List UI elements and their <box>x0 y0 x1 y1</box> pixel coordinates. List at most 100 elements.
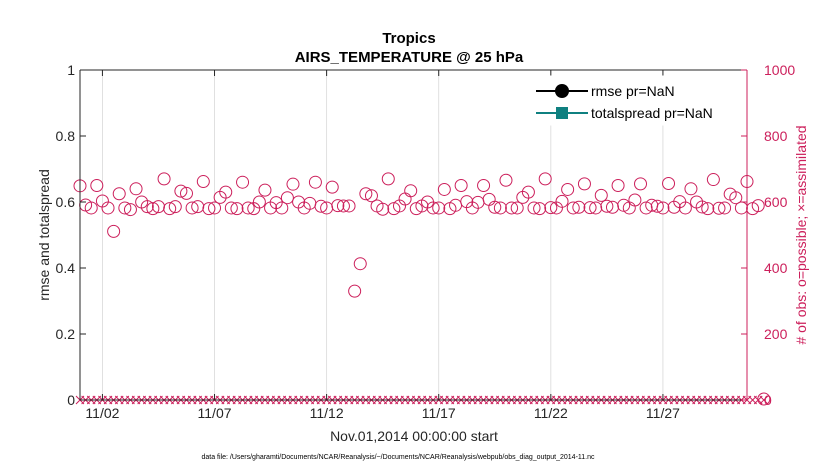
possible-obs-point <box>325 180 339 194</box>
possible-obs-point <box>577 177 591 191</box>
possible-obs-point <box>107 224 121 238</box>
possible-obs-point <box>342 199 356 213</box>
possible-obs-point <box>751 199 765 213</box>
possible-obs-point <box>712 201 726 215</box>
possible-obs-point <box>729 191 743 205</box>
left-tick-label: 0.6 <box>56 194 76 210</box>
x-axis-ticks: 11/02 11/07 11/12 11/17 11/22 11/27 <box>85 70 680 421</box>
possible-obs-point <box>202 202 216 216</box>
possible-obs-point <box>286 177 300 191</box>
possible-obs-point <box>477 179 491 192</box>
possible-obs-point <box>561 182 575 196</box>
possible-obs-point <box>84 201 98 215</box>
right-tick-label: 1000 <box>764 62 795 78</box>
possible-obs-point <box>521 185 535 199</box>
right-tick-label: 600 <box>764 194 788 210</box>
possible-obs-point <box>583 201 597 215</box>
possible-obs-point <box>359 187 373 201</box>
possible-obs-point <box>544 201 558 215</box>
right-tick-label: 200 <box>764 326 788 342</box>
right-tick-label: 400 <box>764 260 788 276</box>
chart-subtitle: AIRS_TEMPERATURE @ 25 hPa <box>295 49 524 66</box>
x-tick-label: 11/07 <box>198 405 232 421</box>
possible-obs-point <box>437 182 451 196</box>
possible-obs-point <box>656 201 670 215</box>
possible-obs-point <box>594 188 608 202</box>
x-tick-label: 11/12 <box>310 405 344 421</box>
possible-obs-point <box>454 179 468 192</box>
left-axis-label: rmse and totalspread <box>36 169 52 301</box>
possible-obs-point <box>611 179 625 192</box>
possible-obs-point <box>505 201 519 215</box>
possible-obs-point <box>208 201 222 215</box>
x-tick-label: 11/17 <box>422 405 456 421</box>
possible-obs-point <box>566 201 580 215</box>
possible-obs-point <box>376 202 390 216</box>
possible-obs-point <box>628 193 642 207</box>
legend-rmse-label: rmse pr=NaN <box>591 83 675 99</box>
possible-obs-point <box>252 195 266 209</box>
possible-obs-point <box>701 202 715 216</box>
possible-obs-point <box>538 172 552 186</box>
possible-obs-point <box>168 200 182 214</box>
possible-obs-point <box>219 185 233 199</box>
data-file-footnote: data file: /Users/gharamti/Documents/NCA… <box>201 454 595 461</box>
right-tick-label: 800 <box>764 128 788 144</box>
possible-obs-point <box>364 189 378 203</box>
possible-obs-point <box>706 173 720 187</box>
possible-obs-point <box>600 199 614 213</box>
possible-obs-point <box>258 183 272 197</box>
possible-obs-point <box>308 175 322 189</box>
x-axis-label: Nov.01,2014 00:00:00 start <box>330 428 498 444</box>
possible-obs-point <box>241 201 255 215</box>
possible-obs-series <box>73 172 771 406</box>
possible-obs-point <box>510 201 524 215</box>
possible-obs-point <box>101 201 115 215</box>
left-tick-label: 0 <box>67 392 75 408</box>
right-axis-label: # of obs: o=possible; ×=assimilated <box>793 125 809 344</box>
possible-obs-point <box>639 201 653 215</box>
possible-obs-point <box>118 201 132 215</box>
possible-obs-point <box>718 201 732 215</box>
legend-rmse-marker <box>555 84 569 98</box>
legend-totalspread-label: totalspread pr=NaN <box>591 105 713 121</box>
chart-title: Tropics <box>382 30 435 47</box>
possible-obs-point <box>230 202 244 216</box>
left-tick-label: 1 <box>67 62 75 78</box>
possible-obs-point <box>140 200 154 214</box>
possible-obs-point <box>527 201 541 215</box>
possible-obs-point <box>353 257 367 271</box>
possible-obs-point <box>90 179 104 192</box>
x-tick-label: 11/27 <box>646 405 680 421</box>
possible-obs-point <box>684 182 698 196</box>
possible-obs-point <box>499 173 513 187</box>
possible-obs-point <box>634 177 648 191</box>
possible-obs-point <box>533 202 547 216</box>
possible-obs-point <box>348 284 362 298</box>
possible-obs-point <box>432 201 446 215</box>
possible-obs-point <box>174 184 188 198</box>
possible-obs-point <box>695 200 709 214</box>
possible-obs-point <box>185 201 199 215</box>
x-tick-label: 11/02 <box>85 405 119 421</box>
left-axis-ticks: 0 0.2 0.4 0.6 0.8 1 <box>56 62 86 408</box>
possible-obs-point <box>336 199 350 213</box>
left-tick-label: 0.8 <box>56 128 76 144</box>
left-tick-label: 0.4 <box>56 260 76 276</box>
possible-obs-point <box>426 201 440 215</box>
possible-obs-point <box>129 182 143 196</box>
possible-obs-point <box>112 187 126 201</box>
possible-obs-point <box>146 202 160 216</box>
right-tick-label: 0 <box>764 392 772 408</box>
possible-obs-point <box>280 191 294 205</box>
left-tick-label: 0.2 <box>56 326 76 342</box>
possible-obs-point <box>331 199 345 213</box>
possible-obs-point <box>224 201 238 215</box>
possible-obs-point <box>555 194 569 208</box>
possible-obs-point <box>236 175 250 189</box>
possible-obs-point <box>617 198 631 212</box>
possible-obs-point <box>409 202 423 216</box>
possible-obs-point <box>678 201 692 215</box>
possible-obs-point <box>488 200 502 214</box>
